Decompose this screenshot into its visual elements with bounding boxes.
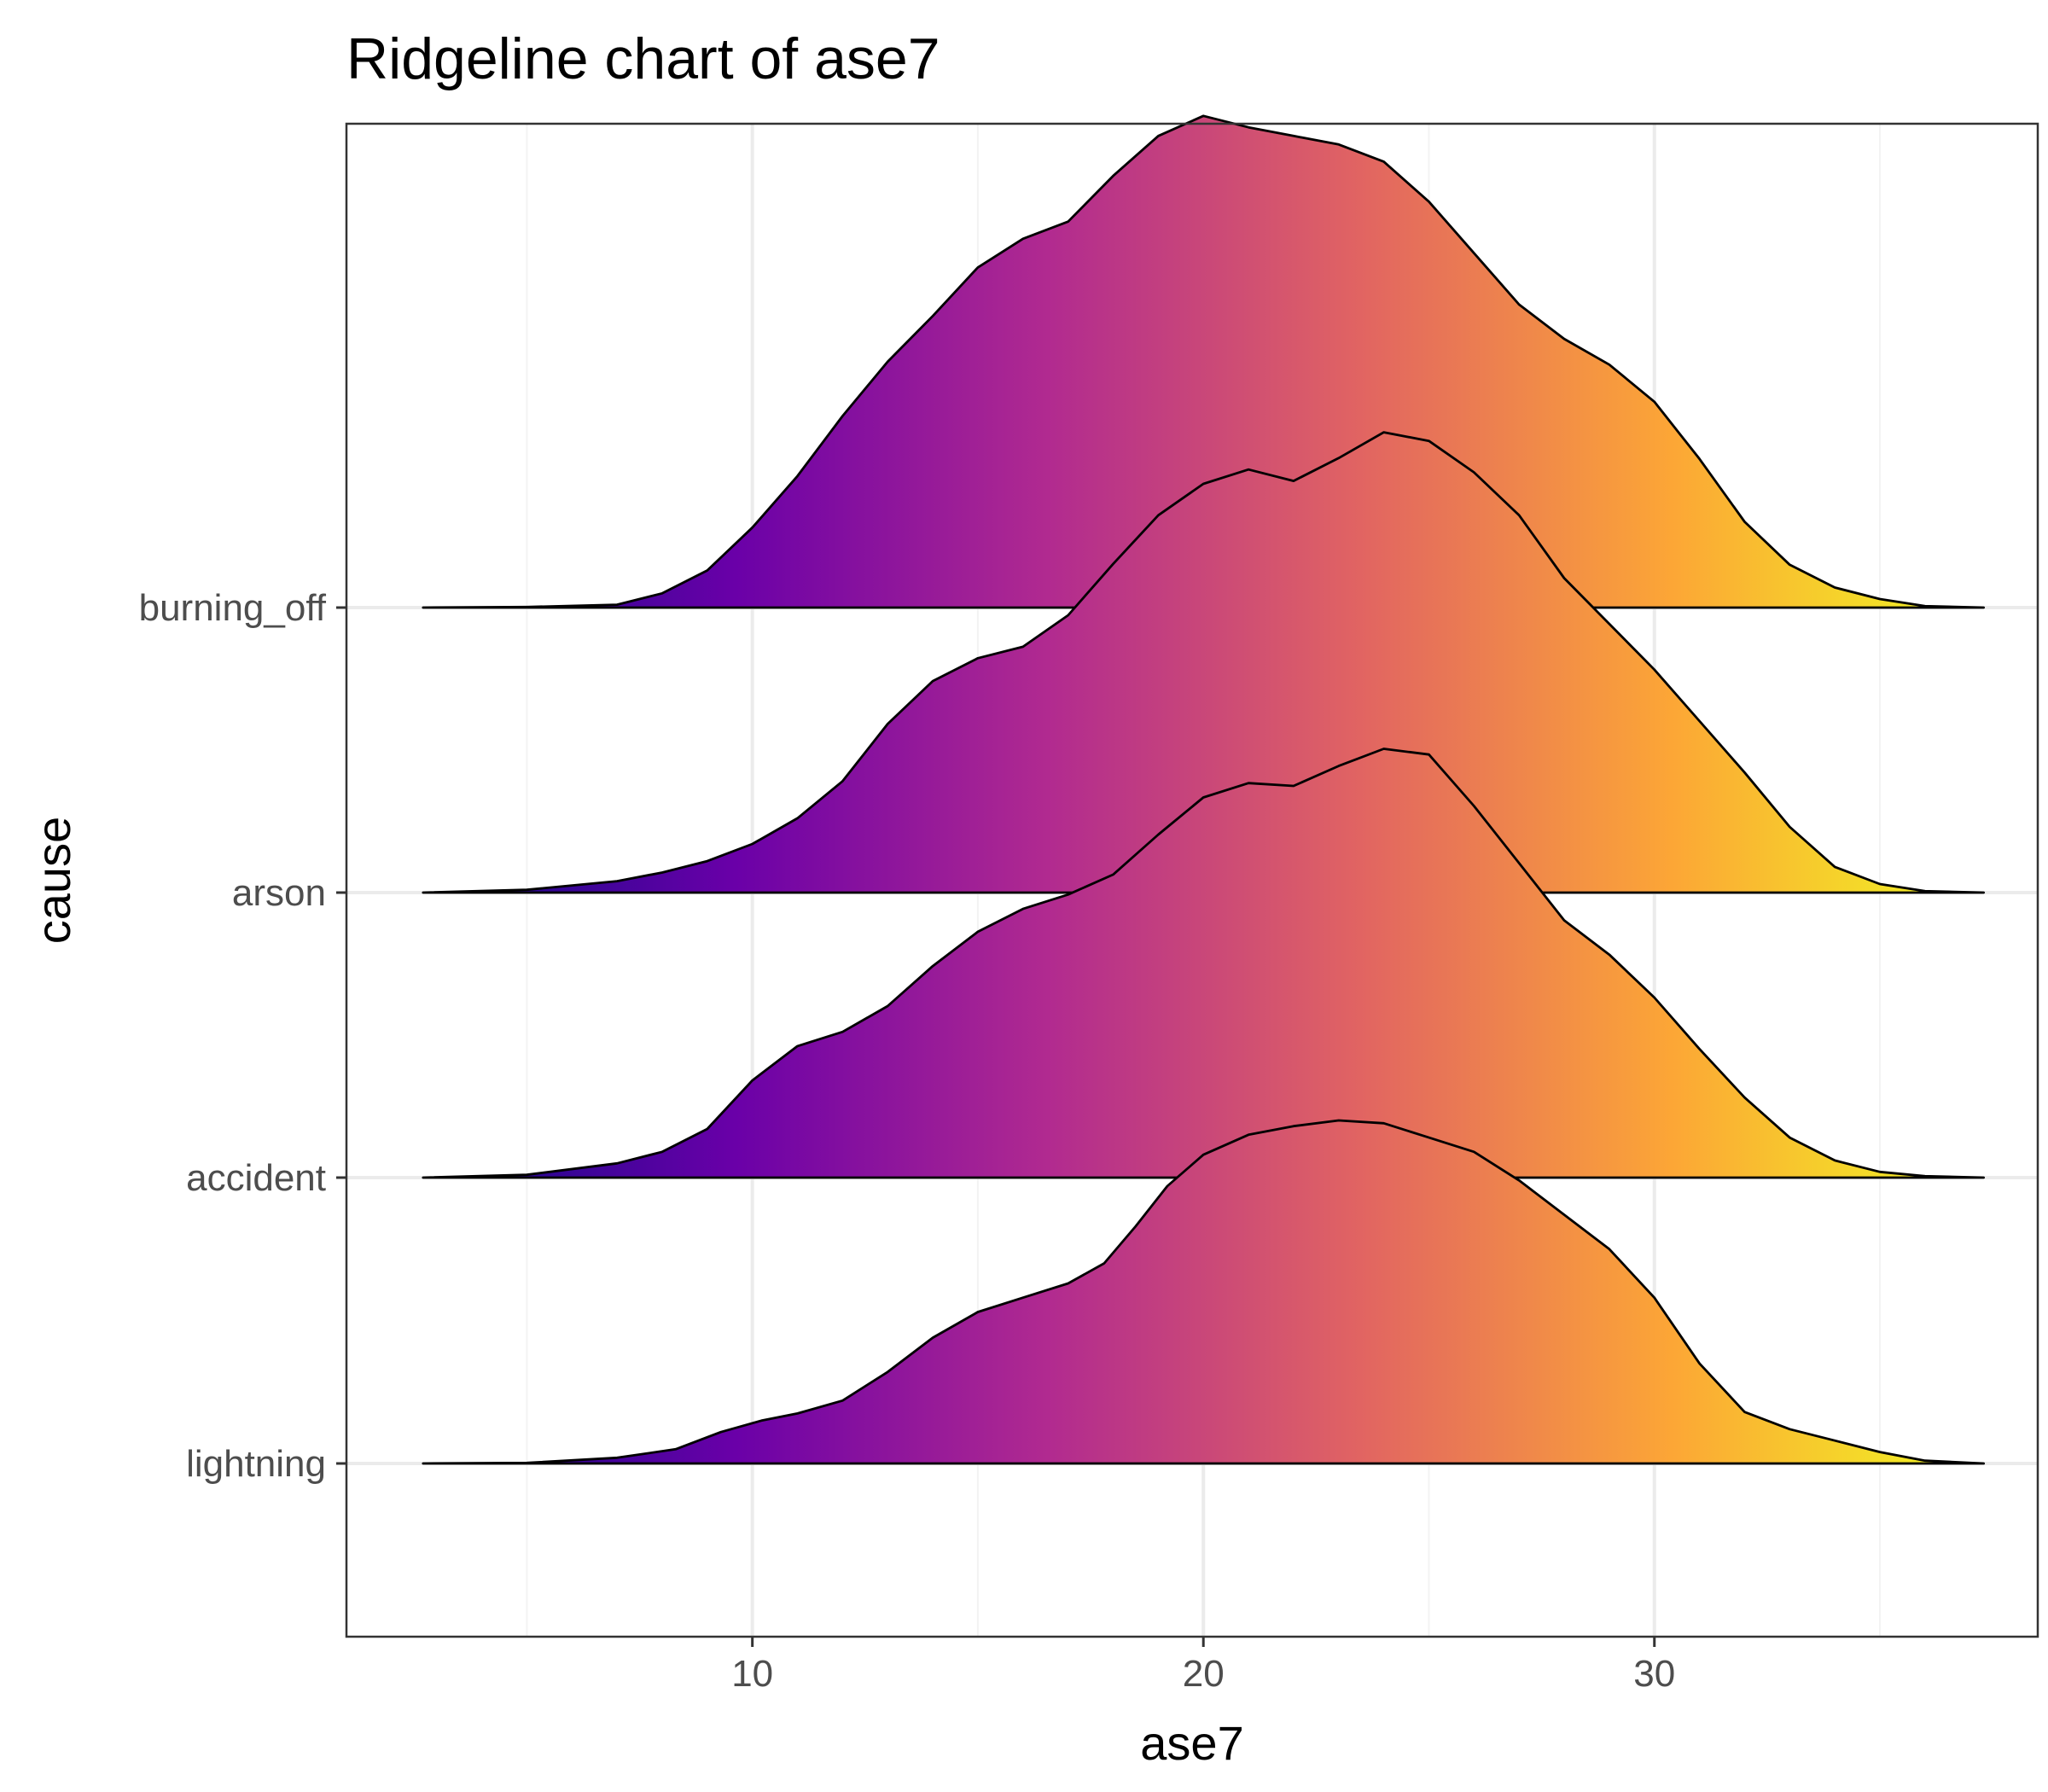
- chart-title: Ridgeline chart of ase7: [346, 26, 940, 91]
- x-tick-label-10: 10: [731, 1653, 773, 1695]
- x-axis-title: ase7: [1140, 1716, 1243, 1770]
- x-tick-label-20: 20: [1183, 1653, 1225, 1695]
- y-tick-label-lightning: lightning: [186, 1443, 326, 1485]
- y-tick-label-arson: arson: [232, 872, 326, 914]
- y-tick-label-burning-off: burning_off: [139, 587, 327, 629]
- y-axis-title: cause: [26, 817, 80, 944]
- x-tick-label-30: 30: [1633, 1653, 1675, 1695]
- y-tick-label-accident: accident: [186, 1157, 326, 1199]
